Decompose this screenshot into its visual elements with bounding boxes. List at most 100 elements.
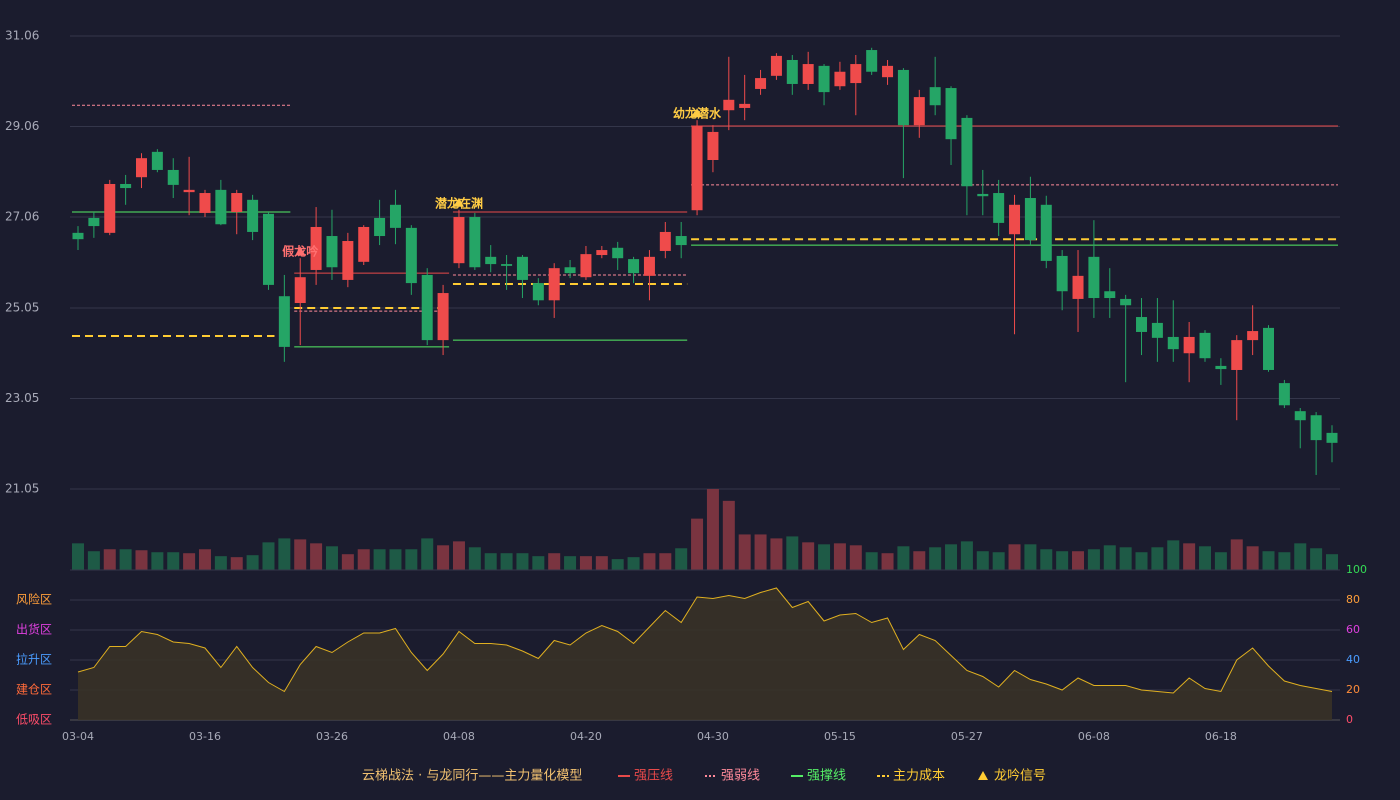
candle-body [882,65,894,78]
candle-body [294,277,306,304]
candle-body [215,189,227,225]
volume-bar [1246,546,1259,570]
volume-bar [1167,540,1180,570]
candle-body [151,151,163,170]
volume-bar [183,553,196,570]
volume-bar [1008,544,1021,570]
volume-bar [167,552,180,570]
candle-body [818,65,830,93]
candle-body [786,59,798,84]
volume-bar [802,542,815,570]
volume-bar [87,551,100,570]
volume-bar [1326,554,1338,570]
candle-body [516,256,528,280]
y2-tick-label: 20 [1346,683,1360,696]
x-tick-label: 06-18 [1205,730,1237,743]
volume-bar [310,543,323,570]
volume-bar [881,553,894,570]
volume-bar [564,556,577,570]
volume-bar [214,556,227,570]
candle-body [548,268,560,301]
volume-bar [627,557,640,570]
indicator-line [77,587,1333,694]
candle-body [755,78,767,89]
candle-body [183,189,195,193]
candle-body [596,250,608,256]
volume-bar [818,544,831,570]
volume-bar [532,556,545,570]
zone-label: 建仓区 [16,683,52,697]
volume-bar [1230,539,1243,570]
candle-body [1247,331,1259,341]
volume-bar [722,500,735,570]
signal-marker [453,197,464,207]
signal-label: 幼龙潜水 [673,106,722,121]
signal-label: 假龙吟 [282,244,318,259]
candle-body [1056,255,1068,292]
candle-body [88,217,100,227]
volume-bar [1040,549,1053,570]
legend-label: 强撑线 [807,769,846,784]
volume-bar [151,552,164,570]
candle-body [707,131,719,160]
volume-bar [1262,551,1275,570]
x-tick-label: 05-15 [824,730,856,743]
candle-body [374,217,386,237]
zone-label: 低吸区 [16,713,52,727]
volume-bar [706,489,719,570]
candle-body [580,254,592,278]
volume-bar [262,542,275,570]
legend-symbol [978,771,988,780]
x-tick-label: 06-08 [1078,730,1110,743]
volume-bar [643,553,656,570]
candle-body [993,193,1005,223]
volume-bar [770,538,783,570]
candle-body [1183,336,1195,354]
candle-body [1167,336,1179,350]
y2-tick-label: 60 [1346,623,1360,636]
signal-marker [295,246,306,256]
volume-bar [659,553,672,570]
x-tick-label: 03-26 [316,730,348,743]
volume-bar [198,549,211,570]
zone-label: 拉升区 [16,652,52,667]
volume-bar [468,547,481,570]
volume-bar [119,549,132,570]
volume-bar [325,546,338,570]
candle-body [247,199,259,232]
volume-bar [1024,544,1037,570]
candle-body [199,193,211,213]
candle-body [977,193,989,197]
candle-body [1040,204,1052,261]
candle-body [1326,432,1338,443]
candle-body [389,204,401,228]
volume-bar [516,553,529,570]
volume-bar [72,543,84,570]
volume-bar [897,546,910,570]
candle-body [421,274,433,341]
candle-body [866,50,878,72]
y2-tick-label: 0 [1346,713,1353,726]
volume-bar [389,549,402,570]
candle-body [850,64,862,84]
candle-body [485,256,497,265]
volume-bar [1278,552,1291,570]
y-tick-label: 27.06 [5,210,39,224]
candle-body [358,226,370,262]
x-tick-label: 05-27 [951,730,983,743]
candle-body [834,71,846,87]
candle-body [120,183,132,189]
volume-bar [373,549,386,570]
volume-bar [833,543,846,570]
volume-bar [754,534,767,570]
indicator-area [78,588,1332,720]
volume-bar [992,552,1005,570]
candle-body [675,236,687,246]
candle-body [135,158,147,178]
volume-bar [1199,546,1212,570]
x-tick-label: 04-30 [697,730,729,743]
y2-tick-label: 40 [1346,653,1360,666]
volume-bar [929,547,942,570]
